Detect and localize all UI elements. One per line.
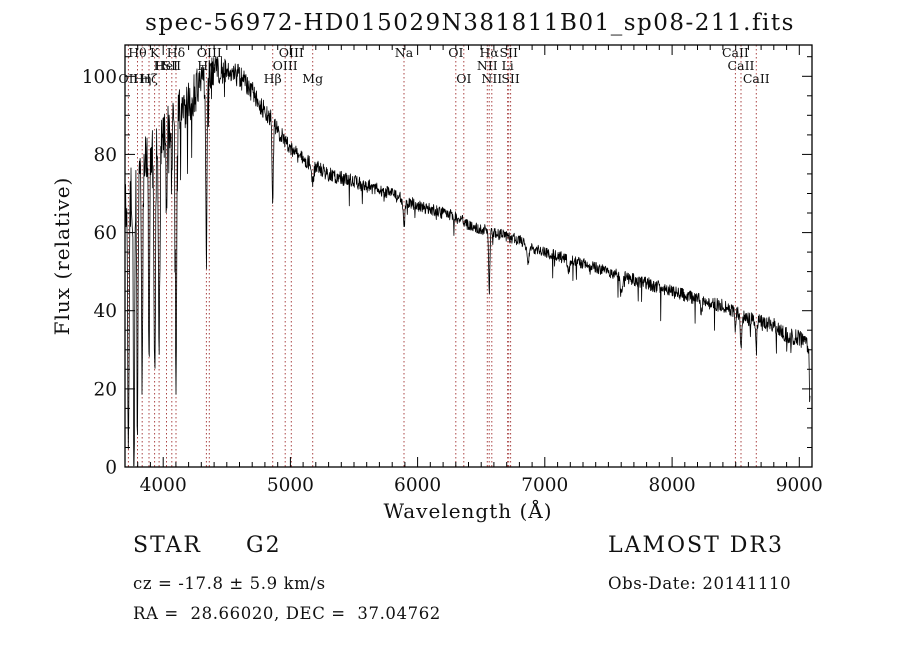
spectral-line-label: Hα xyxy=(480,45,500,60)
y-axis-label: Flux (relative) xyxy=(50,176,74,336)
spectral-line-label: Hθ xyxy=(128,45,146,60)
spectral-line-label: OI xyxy=(456,71,471,86)
spectral-line-label: OII xyxy=(118,71,138,86)
plot-frame xyxy=(124,44,813,468)
obs-date: Obs-Date: 20141110 xyxy=(608,574,792,593)
spectral-line-label: CaII xyxy=(728,58,755,73)
y-tick-label: 40 xyxy=(93,301,117,322)
spectral-line-label: NII xyxy=(477,58,498,73)
spectral-line-label: Hγ xyxy=(197,58,215,73)
object-type-line: STAR G2 xyxy=(133,533,282,558)
spectral-line-label: Mg xyxy=(302,71,323,86)
spectral-line-label: Hδ xyxy=(167,45,185,60)
survey-name: LAMOST DR3 xyxy=(608,533,784,558)
spectral-line-label: Li xyxy=(501,58,513,73)
y-tick-label: 80 xyxy=(93,145,117,166)
spectral-line-label: SII xyxy=(499,45,518,60)
y-tick-label: 20 xyxy=(93,379,117,400)
x-axis-label: Wavelength (Å) xyxy=(383,499,553,523)
spectral-line-label: K xyxy=(150,45,160,60)
x-tick-label: 6000 xyxy=(394,475,441,496)
spectral-line-label: H xyxy=(154,58,165,73)
spectral-line-label: OI xyxy=(448,45,463,60)
x-tick-label: 7000 xyxy=(521,475,568,496)
object-type: STAR xyxy=(133,533,202,558)
spectral-line-label: CaII xyxy=(743,71,770,86)
spectral-line-label: Na xyxy=(395,45,414,60)
spectral-line-label: OIII xyxy=(279,45,304,60)
y-tick-label: 60 xyxy=(93,223,117,244)
x-tick-label: 5000 xyxy=(267,475,314,496)
spectral-line-label: CaII xyxy=(722,45,749,60)
ra-dec-value: RA = 28.66020, DEC = 37.04762 xyxy=(133,604,441,623)
spectral-line-label: SII xyxy=(501,71,520,86)
spectral-class: G2 xyxy=(246,533,282,558)
y-tick-label: 0 xyxy=(105,458,117,479)
x-tick-label: 8000 xyxy=(649,475,696,496)
spectral-line-label: OIII xyxy=(273,58,298,73)
x-tick-label: 4000 xyxy=(140,475,187,496)
spectrum-trace xyxy=(125,56,811,467)
plot-title: spec-56972-HD015029N381811B01_sp08-211.f… xyxy=(145,10,795,36)
spectral-line-label: NII xyxy=(481,71,502,86)
spectral-line-label: SII xyxy=(163,58,182,73)
spectral-line-label: Hζ xyxy=(140,71,158,86)
spectral-line-label: OIII xyxy=(197,45,222,60)
spectral-line-label: Hη xyxy=(133,71,151,86)
y-tick-label: 100 xyxy=(82,67,117,88)
cz-value: cz = -17.8 ± 5.9 km/s xyxy=(133,574,326,593)
spectral-line-label: Hβ xyxy=(264,71,282,86)
x-tick-label: 9000 xyxy=(776,475,823,496)
spectral-line-label: HeI xyxy=(155,58,178,73)
